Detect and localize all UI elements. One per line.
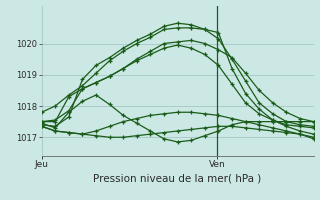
X-axis label: Pression niveau de la mer( hPa ): Pression niveau de la mer( hPa ) [93,173,262,183]
